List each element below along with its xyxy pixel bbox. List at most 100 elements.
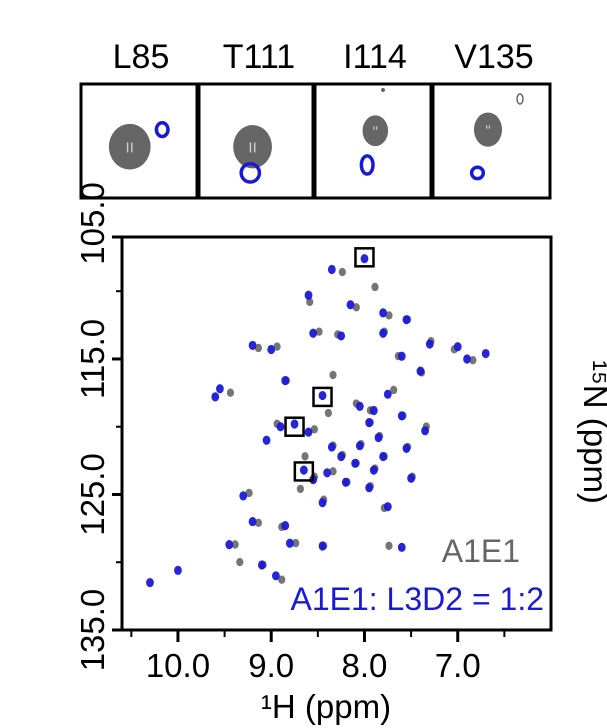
inset-gray-peak-i114: [362, 115, 389, 147]
peak-complex-19: [383, 389, 392, 399]
peak-complex-7: [309, 328, 318, 338]
y-ticks: 105.0 115.0 125.0 135.0: [74, 182, 122, 671]
peak-complex-27: [276, 422, 285, 432]
highlight-box-l85: [354, 247, 375, 268]
peak-a1e1-4: [385, 311, 393, 320]
peak-complex-42: [407, 473, 416, 483]
peak-complex-21: [211, 392, 220, 402]
peak-complex-9: [425, 339, 434, 349]
peak-points: [146, 254, 490, 588]
y-tick-label-0: 105.0: [74, 182, 111, 265]
peak-complex-35: [379, 451, 388, 462]
peak-a1e1-22: [324, 408, 332, 418]
peak-a1e1-7: [315, 327, 323, 336]
peak-complex-30: [374, 432, 383, 443]
peak-complex-13: [481, 348, 490, 359]
inset-contour-label-v135: ": [485, 123, 490, 140]
inset-contour-label-i114: ": [373, 124, 378, 141]
peak-a1e1-11: [469, 355, 477, 365]
highlight-box-i114: [284, 416, 305, 437]
peak-complex-25: [397, 411, 406, 421]
peak-complex-53: [225, 540, 234, 550]
peak-complex-56: [174, 565, 182, 575]
peak-complex-5: [402, 315, 411, 325]
peak-a1e1-43: [245, 488, 253, 498]
x-tick-label-0: 10.0: [146, 647, 210, 684]
inset-title-i114: I114: [343, 38, 407, 76]
peak-complex-46: [318, 498, 327, 508]
inset-stray-contour-v135: [516, 93, 524, 105]
peak-complex-57: [146, 577, 154, 588]
peak-a1e1-52: [236, 557, 244, 567]
inset-gray-peak-v135: [473, 112, 503, 147]
peak-complex-55: [271, 571, 280, 581]
peak-a1e1-1: [371, 282, 379, 292]
peak-a1e1-0: [338, 267, 346, 277]
peak-complex-37: [337, 451, 346, 462]
peak-complex-26: [365, 418, 374, 428]
peak-complex-16: [248, 340, 257, 351]
inset-blue-peak-t111: [239, 162, 262, 184]
inset-blue-peak-l85: [154, 121, 170, 139]
y-tick-label-1: 115.0: [74, 319, 111, 399]
y-tick-label-2: 125.0: [74, 453, 111, 536]
peak-complex-14: [416, 366, 425, 376]
peak-complex-49: [281, 521, 290, 531]
highlight-box-v135: [293, 461, 315, 482]
peak-a1e1-18: [390, 385, 398, 395]
x-tick-label-2: 8.0: [342, 647, 388, 684]
peak-complex-38: [351, 458, 360, 468]
peak-a1e1-19: [226, 388, 235, 397]
peak-complex-8: [337, 331, 346, 341]
peak-complex-40: [323, 468, 332, 478]
x-ticks: 10.0 9.0 8.0 7.0: [130, 630, 506, 684]
peak-complex-43: [341, 477, 350, 487]
peak-a1e1-46: [254, 518, 263, 527]
peak-a1e1-37: [329, 467, 337, 476]
peak-complex-31: [355, 441, 364, 451]
peak-complex-47: [383, 502, 392, 512]
peak-complex-3: [346, 300, 355, 310]
peak-a1e1-17: [329, 370, 337, 380]
inset-gray-peak-l85: [108, 123, 151, 170]
peak-complex-29: [421, 426, 429, 436]
peak-complex-34: [402, 443, 411, 454]
peak-complex-28: [304, 427, 313, 437]
peak-complex-32: [262, 435, 271, 445]
peak-a1e1-3: [352, 303, 360, 312]
peak-complex-15: [267, 344, 276, 355]
y-tick-label-3: 135.0: [74, 589, 111, 672]
inset-title-t111: T111: [222, 38, 296, 76]
plot-frame: [120, 235, 553, 632]
inset-i114: ": [313, 82, 433, 200]
peak-complex-50: [285, 538, 294, 548]
x-tick-label-1: 9.0: [248, 647, 294, 684]
inset-v135: ": [431, 82, 552, 200]
peak-a1e1-42: [296, 484, 304, 494]
peak-complex-10: [453, 342, 462, 352]
inset-l85: II: [79, 82, 199, 200]
x-tick-label-3: 7.0: [435, 647, 481, 684]
peak-complex-45: [239, 491, 248, 501]
peak-a1e1-15: [254, 343, 263, 353]
inset-t111: II: [197, 82, 315, 200]
highlight-box-t111: [312, 386, 333, 408]
peak-a1e1-48: [292, 538, 300, 548]
peak-complex-2: [304, 290, 313, 300]
peak-complex-11: [463, 354, 471, 364]
peak-complex-17: [281, 376, 290, 386]
inset-blue-peak-v135: [469, 165, 486, 181]
inset-contour-label-t111: II: [248, 140, 256, 157]
inset-contour-label-l85: II: [126, 140, 134, 157]
peak-complex-18: [318, 390, 327, 401]
peak-complex-12: [397, 351, 406, 361]
inset-panels: II II " ": [79, 82, 552, 200]
peak-a1e1-33: [301, 452, 309, 461]
peak-a1e1-26: [310, 425, 318, 434]
peak-a1e1-50: [385, 541, 393, 551]
peak-complex-54: [257, 560, 266, 570]
peak-complex-24: [290, 419, 299, 429]
peak-complex-1: [327, 264, 336, 275]
peak-complex-33: [327, 442, 336, 452]
